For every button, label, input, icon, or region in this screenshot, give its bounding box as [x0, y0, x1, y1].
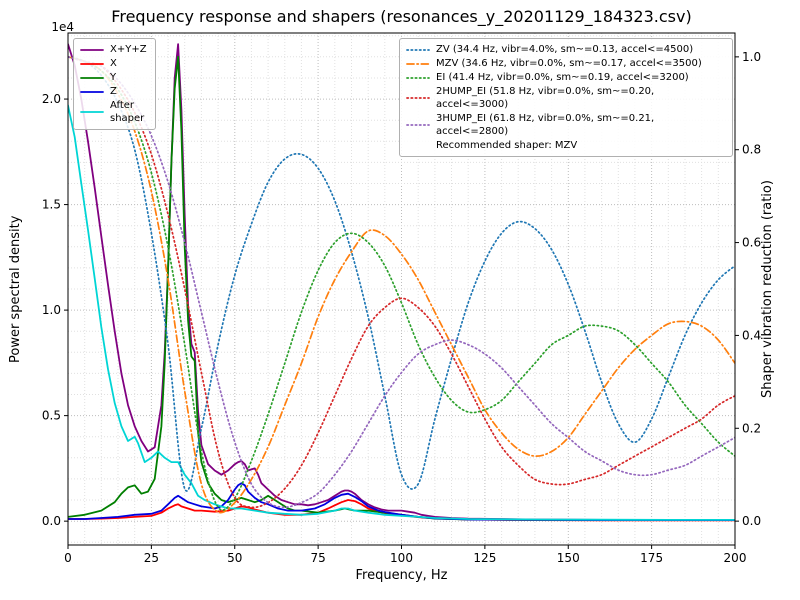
legend-label: MZV (34.6 Hz, vibr=0.0%, sm~=0.17, accel… — [436, 58, 702, 69]
y-right-tick-label: 1.0 — [742, 50, 761, 64]
legend-label: X+Y+Z — [110, 44, 147, 55]
axes: 0 25 50 75 100 125 150 175 200 0.0 0.5 1.0 1.5 2.0 0.0… — [42, 32, 761, 565]
y-right-tick-label: 0.2 — [742, 421, 761, 435]
y-right-tick-label: 0.0 — [742, 514, 761, 528]
legend-label: Recommended shaper: MZV — [436, 140, 578, 151]
series-xyz-line — [68, 43, 735, 521]
x-tick-label: 50 — [227, 551, 242, 565]
y-right-tick-label: 0.6 — [742, 236, 761, 250]
empty-swatch — [406, 141, 430, 151]
y-axis-offset-label: 1e4 — [51, 20, 74, 34]
y-left-tick-label: 0.0 — [42, 514, 61, 528]
series-2hump-ei-line — [68, 56, 735, 509]
x-tick-label: 125 — [473, 551, 496, 565]
legend-psd-item-x: X — [80, 57, 147, 70]
x-tick-label: 150 — [557, 551, 580, 565]
z-line-swatch — [80, 87, 104, 97]
legend-label: 2HUMP_EI (51.8 Hz, vibr=0.0%, sm~=0.20, … — [436, 86, 655, 110]
legend-psd-item-xyz: X+Y+Z — [80, 43, 147, 56]
x-tick-label: 100 — [390, 551, 413, 565]
zv-line-swatch — [406, 45, 430, 55]
3hump-ei-line-swatch — [406, 120, 430, 130]
series-3hump-ei-line — [68, 56, 735, 509]
x-tick-label: 0 — [64, 551, 72, 565]
legend-shaper-item-ei: EI (41.4 Hz, vibr=0.0%, sm~=0.19, accel<… — [406, 71, 724, 84]
mzv-line-swatch — [406, 59, 430, 69]
legend-label: X — [110, 58, 117, 69]
series-zv-line — [68, 56, 735, 492]
x-tick-label: 175 — [640, 551, 663, 565]
y-left-tick-label: 1.0 — [42, 303, 61, 317]
legend-label: ZV (34.4 Hz, vibr=4.0%, sm~=0.13, accel<… — [436, 44, 694, 55]
after-shaper-line-swatch — [80, 107, 104, 117]
x-line-swatch — [80, 59, 104, 69]
y-left-tick-label: 2.0 — [42, 92, 61, 106]
chart-title: Frequency response and shapers (resonanc… — [111, 7, 692, 26]
series-mzv-line — [68, 56, 735, 514]
curves — [68, 43, 735, 522]
x-tick-label: 200 — [724, 551, 747, 565]
y-right-tick-label: 0.8 — [742, 143, 761, 157]
series-z-line — [68, 482, 735, 521]
legend-psd-item-after-shaper: After shaper — [80, 99, 147, 125]
series-after-shaper-line — [68, 104, 735, 521]
legend-label: EI (41.4 Hz, vibr=0.0%, sm~=0.19, accel<… — [436, 72, 689, 83]
x-tick-label: 75 — [310, 551, 325, 565]
x-tick-label: 25 — [144, 551, 159, 565]
y-left-tick-label: 1.5 — [42, 198, 61, 212]
grid — [68, 33, 735, 545]
series-y-line — [68, 55, 735, 521]
legend-shaper-item-recommended-note: Recommended shaper: MZV — [406, 139, 724, 152]
legend-psd-item-z: Z — [80, 85, 147, 98]
2hump-ei-line-swatch — [406, 93, 430, 103]
legend-psd-item-y: Y — [80, 71, 147, 84]
x-axis-label: Frequency, Hz — [355, 568, 448, 583]
legend-label: After shaper — [110, 100, 145, 124]
y-line-swatch — [80, 73, 104, 83]
legend-shaper-item-2hump-ei: 2HUMP_EI (51.8 Hz, vibr=0.0%, sm~=0.20, … — [406, 85, 724, 111]
xyz-line-swatch — [80, 45, 104, 55]
legend-label: 3HUMP_EI (61.8 Hz, vibr=0.0%, sm~=0.21, … — [436, 113, 655, 137]
legend-psd: X+Y+Z X Y Z After shaper — [73, 38, 156, 130]
y-right-tick-label: 0.4 — [742, 328, 761, 342]
legend-shaper-item-mzv: MZV (34.6 Hz, vibr=0.0%, sm~=0.17, accel… — [406, 57, 724, 70]
ei-line-swatch — [406, 73, 430, 83]
legend-shaper-item-3hump-ei: 3HUMP_EI (61.8 Hz, vibr=0.0%, sm~=0.21, … — [406, 112, 724, 138]
y-left-tick-label: 0.5 — [42, 409, 61, 423]
legend-shaper-item-zv: ZV (34.4 Hz, vibr=4.0%, sm~=0.13, accel<… — [406, 43, 724, 56]
legend-label: Y — [110, 72, 117, 83]
legend-shapers: ZV (34.4 Hz, vibr=4.0%, sm~=0.13, accel<… — [399, 38, 733, 157]
series-ei-line — [68, 56, 735, 511]
legend-label: Z — [110, 86, 117, 97]
